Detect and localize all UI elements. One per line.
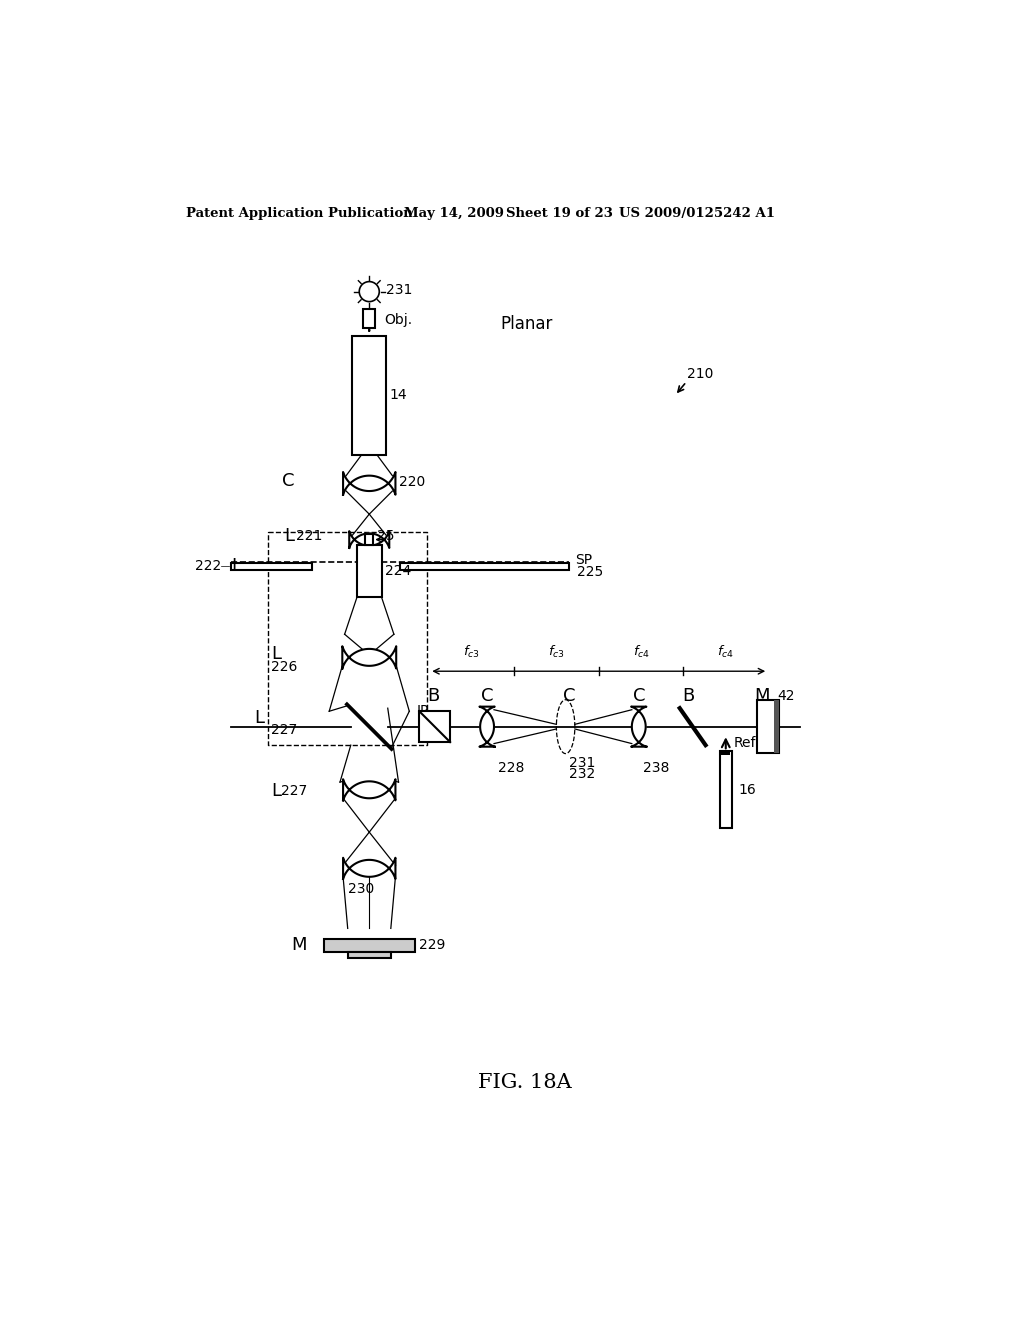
Text: 42: 42 [777, 689, 795, 702]
Bar [758, 701, 779, 752]
Text: $f_{c4}$: $f_{c4}$ [633, 644, 649, 660]
Text: 232: 232 [569, 767, 596, 780]
Text: L: L [271, 644, 282, 663]
Bar [400, 564, 569, 570]
Bar [348, 952, 391, 958]
Text: IP: IP [416, 705, 429, 718]
Text: Sheet 19 of 23: Sheet 19 of 23 [506, 207, 613, 220]
Text: Obj.: Obj. [385, 313, 413, 327]
Text: 228: 228 [498, 762, 524, 775]
Bar [419, 711, 451, 742]
Text: US 2009/0125242 A1: US 2009/0125242 A1 [618, 207, 775, 220]
Text: C: C [563, 686, 575, 705]
Polygon shape [479, 706, 495, 747]
Text: FIG. 18A: FIG. 18A [478, 1073, 571, 1092]
Polygon shape [631, 706, 646, 747]
Text: $f_{c3}$: $f_{c3}$ [463, 644, 480, 660]
Text: Planar: Planar [500, 315, 553, 333]
Text: 238: 238 [643, 762, 669, 775]
Text: C: C [283, 473, 295, 490]
Bar [230, 564, 311, 570]
Text: Ref.: Ref. [733, 735, 760, 750]
Bar [352, 335, 386, 455]
Text: 14: 14 [389, 388, 407, 403]
Text: L: L [271, 783, 282, 800]
Text: 25: 25 [377, 529, 394, 544]
Text: 229: 229 [419, 939, 444, 952]
Text: C: C [633, 686, 645, 705]
Text: L: L [231, 557, 242, 574]
Polygon shape [343, 858, 395, 879]
Text: L: L [285, 528, 295, 545]
Bar [364, 309, 376, 327]
Text: Patent Application Publication: Patent Application Publication [186, 207, 413, 220]
Text: May 14, 2009: May 14, 2009 [403, 207, 504, 220]
Bar [324, 940, 415, 952]
Text: C: C [481, 686, 494, 705]
Bar [774, 701, 779, 752]
Text: 224: 224 [385, 564, 411, 578]
Text: 227: 227 [271, 723, 298, 737]
Text: SP: SP [575, 553, 593, 566]
Text: M: M [292, 936, 307, 954]
Bar [366, 535, 373, 545]
Bar [357, 545, 382, 598]
Text: 225: 225 [578, 565, 603, 579]
Text: 222: 222 [196, 558, 221, 573]
Text: 221: 221 [296, 529, 323, 544]
Text: M: M [755, 686, 770, 705]
Bar [720, 751, 732, 829]
Polygon shape [343, 779, 395, 800]
Text: 227: 227 [282, 784, 308, 799]
Bar [721, 751, 730, 755]
Text: $f_{c4}$: $f_{c4}$ [717, 644, 734, 660]
Text: 16: 16 [738, 783, 756, 797]
Polygon shape [349, 531, 389, 548]
Text: $f_{c3}$: $f_{c3}$ [548, 644, 565, 660]
Polygon shape [342, 647, 396, 668]
Text: 230: 230 [348, 882, 375, 896]
Text: B: B [683, 686, 695, 705]
Text: 231: 231 [386, 282, 413, 297]
Text: 220: 220 [398, 475, 425, 488]
Text: B: B [427, 686, 439, 705]
Text: 210: 210 [686, 367, 713, 381]
Text: L: L [254, 709, 264, 727]
Polygon shape [343, 473, 395, 495]
Text: 231: 231 [569, 756, 596, 770]
Text: 226: 226 [271, 660, 298, 673]
